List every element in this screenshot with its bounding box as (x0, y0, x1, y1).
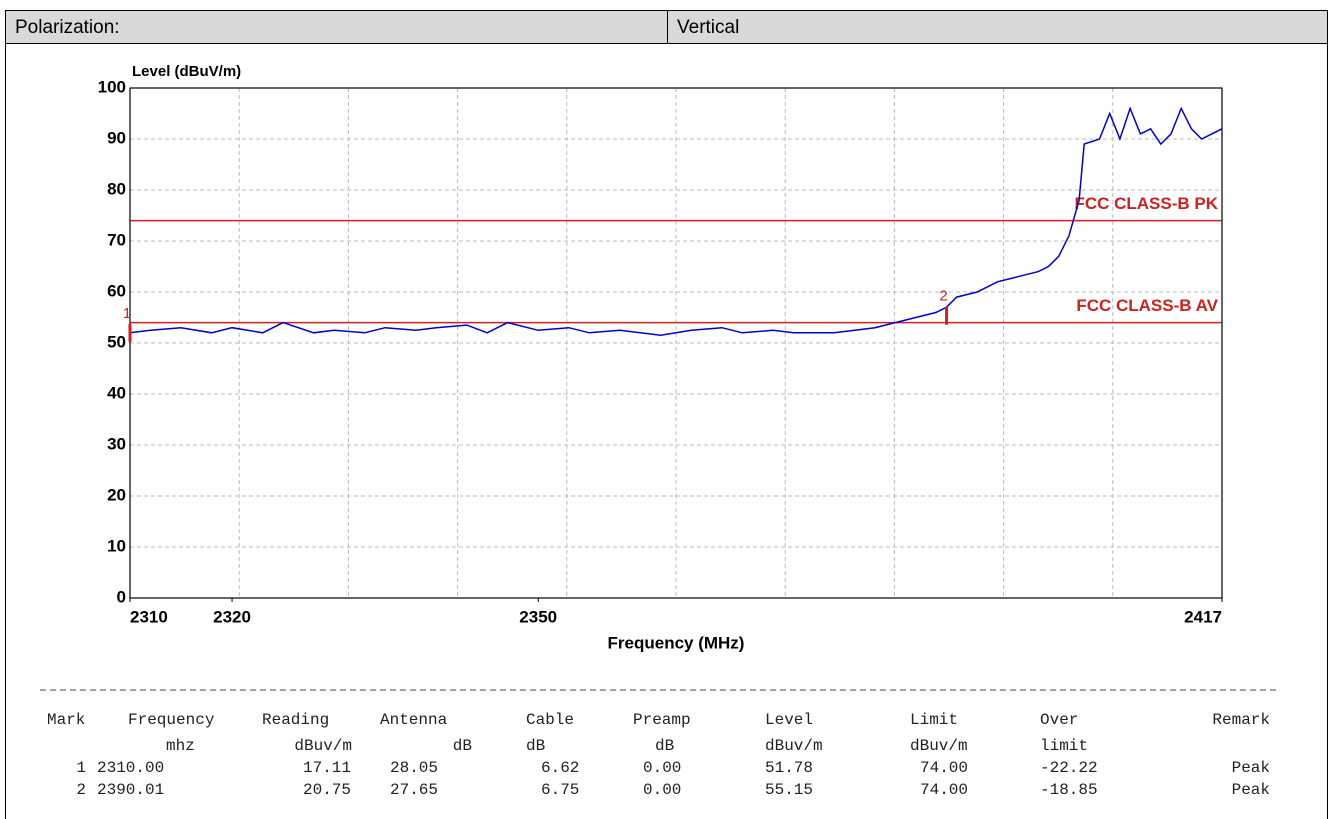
column-header: Cable (526, 711, 574, 729)
column-header: Reading (262, 711, 329, 729)
table-cell: 2 (76, 781, 86, 799)
column-header: Limit (910, 711, 958, 729)
y-tick-label: 40 (107, 383, 126, 402)
table-cell: 0.00 (643, 759, 681, 777)
table-cell: 74.00 (920, 781, 968, 799)
x-tick-label: 2310 (130, 607, 168, 626)
marker-label: 2 (939, 288, 947, 305)
table-cell: 6.62 (541, 759, 579, 777)
table-cell: Peak (1232, 759, 1270, 777)
column-unit: dB (453, 737, 472, 755)
y-axis-label: Level (dBuV/m) (132, 63, 241, 80)
table-cell: 6.75 (541, 781, 579, 799)
column-header: Frequency (128, 711, 215, 729)
table-cell: 27.65 (390, 781, 438, 799)
header-value: Vertical (667, 10, 1328, 44)
column-header: Remark (1212, 711, 1270, 729)
column-header: Level (765, 711, 813, 729)
table-cell: 28.05 (390, 759, 438, 777)
y-tick-label: 20 (107, 485, 126, 504)
y-tick-label: 100 (98, 77, 126, 96)
marker-label: 1 (123, 305, 131, 322)
table-cell: 20.75 (303, 781, 351, 799)
y-tick-label: 70 (107, 230, 126, 249)
plot-frame (129, 87, 1223, 599)
table-cell: -18.85 (1040, 781, 1098, 799)
column-unit: dBuv/m (910, 737, 968, 755)
y-tick-label: 80 (107, 179, 126, 198)
content-box (5, 44, 1328, 819)
table-cell: 17.11 (303, 759, 351, 777)
column-header: Preamp (633, 711, 691, 729)
x-tick-label: 2350 (519, 607, 557, 626)
table-cell: 2310.00 (97, 759, 164, 777)
table-cell: 74.00 (920, 759, 968, 777)
table-cell: -22.22 (1040, 759, 1098, 777)
column-unit: dBuv/m (294, 737, 352, 755)
limit-label: FCC CLASS-B PK (1074, 194, 1218, 213)
column-unit: dB (526, 737, 545, 755)
column-unit: limit (1040, 737, 1088, 755)
column-header: Over (1040, 711, 1078, 729)
header-label: Polarization: (5, 10, 668, 44)
y-tick-label: 60 (107, 281, 126, 300)
x-tick-label: 2320 (213, 607, 251, 626)
y-tick-label: 90 (107, 128, 126, 147)
column-unit: dB (655, 737, 674, 755)
table-cell: 1 (76, 759, 86, 777)
table-cell: Peak (1232, 781, 1270, 799)
y-tick-label: 0 (117, 587, 126, 606)
y-tick-label: 50 (107, 332, 126, 351)
y-tick-label: 10 (107, 536, 126, 555)
table-cell: 55.15 (765, 781, 813, 799)
table-cell: 2390.01 (97, 781, 164, 799)
x-tick-label: 2417 (1184, 607, 1222, 626)
column-header: Antenna (380, 711, 448, 729)
y-tick-label: 30 (107, 434, 126, 453)
x-axis-label: Frequency (MHz) (608, 633, 745, 652)
column-header: Mark (47, 711, 85, 729)
limit-label: FCC CLASS-B AV (1076, 296, 1218, 315)
trace-line (129, 106, 1223, 337)
column-unit: dBuv/m (765, 737, 823, 755)
table-cell: 0.00 (643, 781, 681, 799)
column-unit: mhz (166, 737, 195, 755)
table-cell: 51.78 (765, 759, 813, 777)
